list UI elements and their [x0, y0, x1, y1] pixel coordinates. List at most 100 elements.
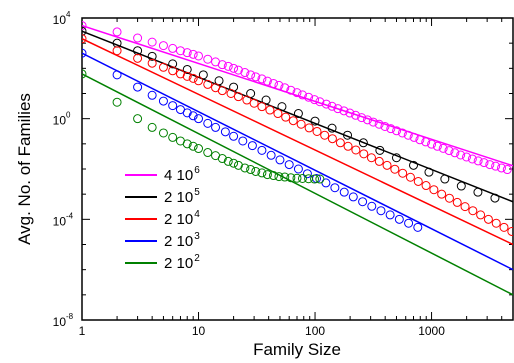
data-point	[409, 160, 419, 170]
data-point	[358, 138, 368, 148]
data-point	[223, 61, 233, 71]
legend-label: 2 10	[164, 233, 193, 250]
data-point	[182, 71, 192, 81]
data-point	[275, 155, 285, 165]
data-point	[147, 90, 157, 100]
data-point	[82, 69, 87, 79]
data-point	[194, 51, 204, 61]
data-point	[188, 49, 198, 59]
data-point	[304, 92, 314, 102]
data-point	[246, 165, 256, 175]
data-point	[82, 26, 87, 36]
data-point	[321, 178, 331, 188]
data-point	[112, 70, 122, 80]
data-point	[240, 68, 250, 78]
data-point	[375, 145, 385, 155]
data-point	[147, 51, 157, 61]
data-point	[198, 70, 208, 80]
data-point	[158, 62, 168, 72]
data-point	[194, 144, 204, 154]
data-point	[82, 48, 87, 58]
series-line	[82, 30, 513, 203]
data-point	[203, 79, 213, 89]
data-point	[476, 210, 486, 220]
data-point	[444, 193, 454, 203]
data-point	[380, 121, 390, 131]
data-point	[182, 64, 192, 74]
data-point	[351, 145, 361, 155]
data-point	[133, 53, 143, 63]
data-point	[437, 189, 447, 199]
y-tick-label-exponent: 4	[66, 10, 71, 19]
data-point	[394, 214, 404, 224]
data-point	[82, 34, 87, 44]
data-point	[315, 174, 325, 184]
data-point	[310, 116, 320, 126]
data-point	[261, 95, 271, 105]
data-point	[452, 197, 462, 207]
data-point	[376, 206, 386, 216]
data-point	[327, 134, 337, 144]
data-point	[214, 76, 224, 86]
legend-label-exponent: 3	[194, 231, 200, 242]
data-point	[168, 132, 178, 142]
data-point	[194, 76, 204, 86]
data-point	[333, 104, 343, 114]
legend-label-exponent: 5	[194, 187, 200, 198]
legend-label-exponent: 4	[194, 209, 200, 220]
data-point	[366, 153, 376, 163]
data-point	[168, 43, 178, 53]
y-tick-label: 10	[53, 114, 67, 128]
data-point	[490, 193, 500, 203]
data-point	[188, 111, 198, 121]
data-point	[281, 112, 291, 122]
data-point	[203, 148, 213, 158]
data-point	[327, 101, 337, 111]
data-point	[274, 172, 284, 182]
data-point	[158, 128, 168, 138]
data-point	[357, 113, 367, 123]
data-point	[266, 150, 276, 160]
y-tick-label: 10	[53, 315, 67, 329]
y-tick-label-exponent: 0	[66, 111, 71, 120]
data-point	[386, 124, 396, 134]
legend: 4 10 62 10 52 10 42 10 32 10 2	[125, 165, 200, 272]
data-point	[415, 135, 425, 145]
data-point	[343, 130, 353, 140]
data-point	[286, 173, 296, 183]
y-tick-label: 10	[53, 214, 67, 228]
data-point	[211, 122, 221, 132]
data-point	[268, 171, 278, 181]
data-point	[280, 83, 290, 93]
data-point	[440, 174, 450, 184]
data-point	[133, 82, 143, 92]
data-point	[277, 102, 287, 112]
data-point	[491, 161, 501, 171]
data-point	[246, 89, 256, 98]
data-point	[424, 167, 434, 177]
data-point	[226, 89, 236, 98]
data-point	[251, 166, 261, 176]
data-point	[382, 160, 392, 170]
data-point	[257, 145, 267, 155]
data-point	[432, 141, 442, 151]
data-point	[274, 80, 284, 90]
data-point	[310, 95, 320, 105]
data-point	[320, 130, 330, 140]
data-point	[265, 105, 275, 115]
data-point	[268, 78, 278, 88]
y-tick-label: 10	[53, 13, 67, 27]
data-point	[405, 172, 415, 182]
data-point	[499, 222, 509, 232]
data-point	[168, 66, 178, 76]
legend-label: 2 10	[164, 211, 193, 228]
data-point	[403, 130, 413, 140]
data-point	[158, 41, 168, 51]
data-point	[112, 97, 122, 107]
x-tick-label: 1000	[418, 324, 445, 338]
series-line	[82, 24, 513, 167]
data-point	[203, 118, 213, 128]
data-point	[217, 154, 227, 164]
data-point	[257, 74, 267, 84]
